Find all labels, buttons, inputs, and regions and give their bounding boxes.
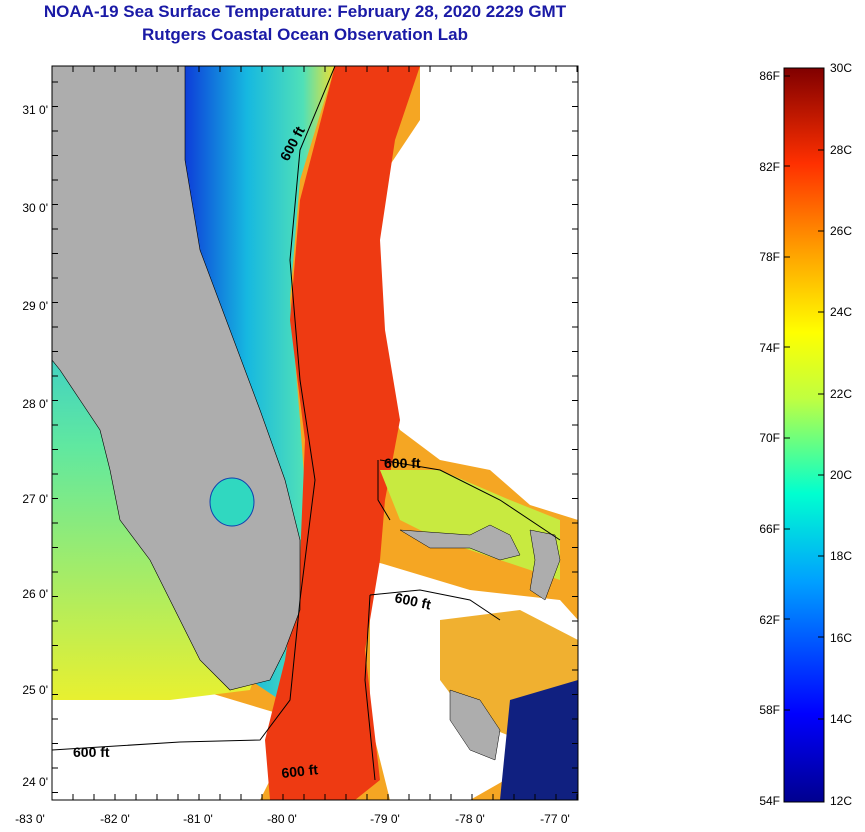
cloud-cover-keys <box>52 690 300 800</box>
lon-label: -80 0' <box>267 812 297 826</box>
lon-label: -81 0' <box>183 812 213 826</box>
andros-island <box>449 689 501 761</box>
florida-land <box>52 66 301 691</box>
axis-ticks <box>51 66 578 800</box>
contour-label: 600 ft <box>384 455 421 471</box>
map-frame <box>51 65 579 801</box>
isobath-600ft <box>52 66 561 781</box>
celsius-label: 22C <box>830 387 852 401</box>
lat-label: 27 0' <box>22 492 48 506</box>
lon-label: -78 0' <box>455 812 485 826</box>
cloud-cover <box>370 66 578 520</box>
lake-okeechobee <box>209 477 255 527</box>
grand-bahama-island <box>399 524 521 561</box>
lon-label: -82 0' <box>100 812 130 826</box>
colorbar-fahrenheit-labels: 86F 82F 78F 74F 70F 66F 62F 58F 54F <box>759 69 780 808</box>
gulf-stream <box>265 66 420 800</box>
lon-label: -79 0' <box>370 812 400 826</box>
fahrenheit-label: 54F <box>759 794 780 808</box>
celsius-label: 24C <box>830 305 852 319</box>
colorbar-ticks <box>784 75 824 720</box>
celsius-label: 26C <box>830 224 852 238</box>
map-title: NOAA-19 Sea Surface Temperature: Februar… <box>43 2 567 21</box>
fahrenheit-label: 82F <box>759 160 780 174</box>
fahrenheit-label: 62F <box>759 613 780 627</box>
contour-label: 600 ft <box>73 744 110 760</box>
sst-image <box>52 66 578 800</box>
lat-label: 29 0' <box>22 299 48 313</box>
celsius-label: 30C <box>830 61 852 75</box>
celsius-label: 28C <box>830 143 852 157</box>
celsius-label: 20C <box>830 468 852 482</box>
lat-label: 25 0' <box>22 683 48 697</box>
longitude-labels: -83 0' -82 0' -81 0' -80 0' -79 0' -78 0… <box>15 812 570 826</box>
celsius-label: 16C <box>830 631 852 645</box>
celsius-label: 12C <box>830 794 852 808</box>
fahrenheit-label: 70F <box>759 431 780 445</box>
fahrenheit-label: 78F <box>759 250 780 264</box>
map-subtitle: Rutgers Coastal Ocean Observation Lab <box>142 25 468 44</box>
lon-label: -77 0' <box>540 812 570 826</box>
lat-label: 28 0' <box>22 397 48 411</box>
lon-label: -83 0' <box>15 812 45 826</box>
celsius-label: 18C <box>830 549 852 563</box>
fahrenheit-label: 58F <box>759 703 780 717</box>
contour-label: 600 ft <box>281 761 319 781</box>
fahrenheit-label: 66F <box>759 522 780 536</box>
fahrenheit-label: 86F <box>759 69 780 83</box>
contour-label: 600 ft <box>393 589 432 612</box>
lat-label: 24 0' <box>22 775 48 789</box>
lat-label: 31 0' <box>22 103 48 117</box>
abaco-island <box>529 529 561 601</box>
deep-water-south <box>500 680 578 800</box>
gulf-shelf-water <box>52 66 280 700</box>
celsius-label: 14C <box>830 712 852 726</box>
temperature-colorbar <box>783 67 825 803</box>
colorbar-celsius-labels: 30C 28C 26C 24C 22C 20C 18C 16C 14C 12C <box>830 61 852 808</box>
latitude-labels: 31 0' 30 0' 29 0' 28 0' 27 0' 26 0' 25 0… <box>22 103 48 789</box>
lat-label: 30 0' <box>22 201 48 215</box>
lat-label: 26 0' <box>22 587 48 601</box>
fahrenheit-label: 74F <box>759 341 780 355</box>
